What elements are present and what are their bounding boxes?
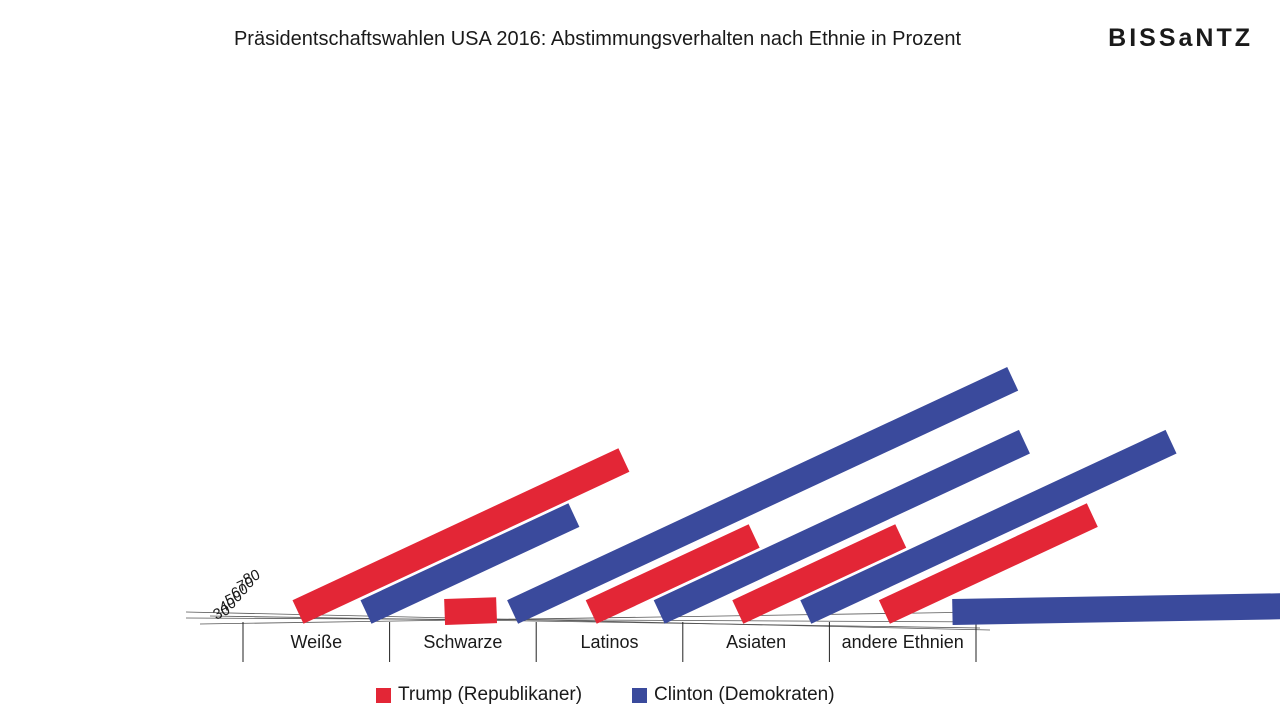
legend-swatch-clinton bbox=[632, 687, 647, 703]
y-tick-label: 50 bbox=[223, 587, 245, 609]
category-label: andere Ethnien bbox=[842, 632, 964, 652]
bar-clinton bbox=[507, 367, 1019, 624]
legend-label-trump: Trump (Republikaner) bbox=[398, 684, 583, 705]
chart-title: Präsidentschaftswahlen USA 2016: Abstimm… bbox=[233, 28, 962, 50]
legend-swatch-trump bbox=[376, 687, 391, 703]
bar-clinton bbox=[800, 429, 1177, 624]
y-tick-label: 80 bbox=[241, 566, 263, 588]
legend-item-trump: Trump (Republikaner) bbox=[376, 684, 582, 706]
brand-logo: BISSaNTZ bbox=[1108, 24, 1253, 52]
category-label: Weiße bbox=[290, 632, 342, 652]
category-label: Asiaten bbox=[726, 632, 786, 652]
axis-baseline bbox=[199, 611, 986, 625]
bar-clinton bbox=[653, 429, 1030, 624]
y-tick-label: 40 bbox=[217, 594, 239, 616]
legend-label-clinton: Clinton (Demokraten) bbox=[654, 684, 835, 705]
axis-baseline bbox=[209, 615, 981, 629]
bar-clinton bbox=[952, 593, 1280, 625]
category-label: Schwarze bbox=[423, 632, 502, 652]
bar-trump bbox=[732, 524, 907, 624]
bar-trump bbox=[878, 503, 1098, 624]
legend: Trump (Republikaner) Clinton (Demokraten… bbox=[0, 684, 1280, 710]
bar-trump bbox=[292, 448, 630, 624]
bar-trump bbox=[444, 597, 498, 625]
category-label: Latinos bbox=[580, 632, 638, 652]
axis-baseline bbox=[185, 617, 996, 623]
bar-clinton bbox=[360, 503, 580, 624]
bar-chart: Weiße Schwarze Latinos Asiaten andere Ethnie… bbox=[185, 367, 1280, 662]
y-tick-label: 30 bbox=[211, 601, 233, 623]
legend-item-clinton: Clinton (Demokraten) bbox=[632, 684, 835, 706]
bar-trump bbox=[585, 524, 760, 624]
y-tick-label: 70 bbox=[235, 573, 257, 595]
y-tick-label: 60 bbox=[229, 580, 251, 602]
